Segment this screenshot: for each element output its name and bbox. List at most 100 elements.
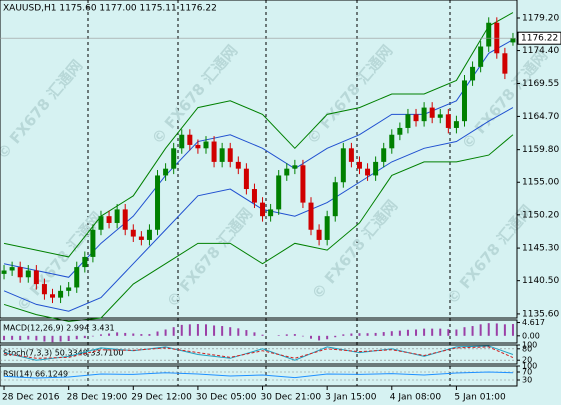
candle-body [453, 121, 459, 128]
candle-body [292, 165, 298, 169]
panel-title: Stoch(7,3,3) 50.3348 33.7100 [3, 349, 123, 358]
candle-body [437, 114, 443, 118]
candle-body [284, 168, 290, 176]
y-tick-label: 0.00 [522, 331, 540, 340]
panel-title: MACD(12,26,9) 2.994 3.431 [3, 324, 115, 333]
candle-body [179, 134, 185, 149]
candle-body [389, 134, 395, 149]
candle-body [308, 202, 314, 230]
candle-body [106, 216, 112, 223]
x-tick-label: 3 Jan 15:00 [325, 393, 377, 403]
candle-body [445, 114, 451, 128]
candle-body [227, 148, 233, 162]
candle-body [461, 80, 467, 122]
y-tick-label: 80 [522, 344, 532, 353]
candle-body [90, 229, 96, 257]
indicator-line [3, 346, 514, 359]
y-tick-label: 1135.60 [522, 309, 559, 319]
candle-body [219, 148, 225, 162]
last-price-label: 1176.22 [521, 34, 558, 44]
x-tick-label: 30 Dec 05:00 [196, 393, 257, 403]
candle-body [243, 168, 249, 190]
y-tick-label: 4.617 [522, 318, 545, 327]
y-tick-label: 1179.20 [522, 13, 559, 23]
candle-body [421, 107, 427, 122]
candle-body [348, 148, 354, 162]
candle-body [203, 141, 209, 149]
candle-body [324, 216, 330, 240]
x-tick-label: 5 Jan 01:00 [454, 393, 506, 403]
candle-body [9, 267, 15, 271]
candle-body [98, 216, 104, 230]
candle-body [397, 127, 403, 135]
x-tick-label: 28 Dec 19:00 [67, 393, 128, 403]
x-tick-label: 29 Dec 12:00 [131, 393, 192, 403]
x-tick-label: 28 Dec 2016 [2, 393, 60, 403]
y-tick-label: 1155.00 [522, 178, 559, 188]
y-tick-label: 100 [522, 341, 537, 350]
candle-body [50, 294, 56, 298]
candle-body [478, 46, 484, 67]
candle-body [138, 236, 144, 240]
candle-body [235, 161, 241, 169]
candle-body [1, 270, 7, 274]
band-line [3, 134, 514, 322]
candle-body [332, 182, 338, 217]
panel-title: RSI(14) 66.1249 [3, 370, 68, 379]
last-price-box [517, 31, 561, 45]
x-tick-label: 4 Jan 08:00 [390, 393, 442, 403]
candle-body [510, 38, 516, 43]
y-tick-label: 1150.20 [522, 210, 559, 220]
y-tick-label: 30 [522, 376, 532, 385]
y-tick-label: 1169.55 [522, 79, 559, 89]
candle-body [405, 114, 411, 128]
candle-body [316, 229, 322, 240]
candle-body [122, 209, 128, 230]
candle-body [486, 22, 492, 47]
candle-body [41, 284, 47, 295]
candle-body [268, 209, 274, 217]
candle-body [340, 148, 346, 183]
candle-body [413, 114, 419, 122]
candle-body [211, 141, 217, 162]
candle-body [260, 202, 266, 217]
period-separators [87, 0, 451, 386]
candle-body [365, 168, 371, 176]
candle-body [58, 290, 64, 298]
candle-body [114, 209, 120, 223]
candle-body [470, 66, 476, 81]
y-tick-label: 70 [522, 368, 532, 377]
x-tick-label: 30 Dec 21:00 [261, 393, 322, 403]
candle-body [171, 148, 177, 169]
indicator-line [4, 371, 513, 379]
panel-frame [0, 344, 518, 365]
y-tick-label: 1164.70 [522, 112, 559, 122]
panel-title: XAUUSD,H1 1175.60 1177.00 1175.11 1176.2… [3, 4, 217, 14]
band-line [3, 39, 514, 278]
y-tick-label: 1145.30 [522, 244, 559, 254]
y-tick-label: 1140.50 [522, 276, 559, 286]
candle-body [300, 165, 306, 203]
candle-body [195, 144, 201, 149]
candle-body [33, 270, 39, 285]
candle-body [373, 161, 379, 176]
candle-body [82, 256, 88, 268]
candle-body [429, 107, 435, 118]
candle-body [381, 148, 387, 162]
y-tick-label: 20 [522, 356, 532, 365]
candle-body [66, 287, 72, 291]
candle-body [502, 53, 508, 74]
panel-frame [0, 365, 518, 387]
candle-body [25, 270, 31, 278]
candle-body [163, 168, 169, 176]
candle-body [155, 175, 161, 230]
y-tick-label: 1174.40 [522, 46, 559, 56]
candle-body [356, 161, 362, 169]
candle-body [74, 267, 80, 288]
y-tick-label: 100 [522, 362, 537, 371]
candle-body [146, 229, 152, 240]
y-tick-label: 1159.80 [522, 145, 559, 155]
candle-body [187, 134, 193, 145]
candle-body [251, 189, 257, 203]
